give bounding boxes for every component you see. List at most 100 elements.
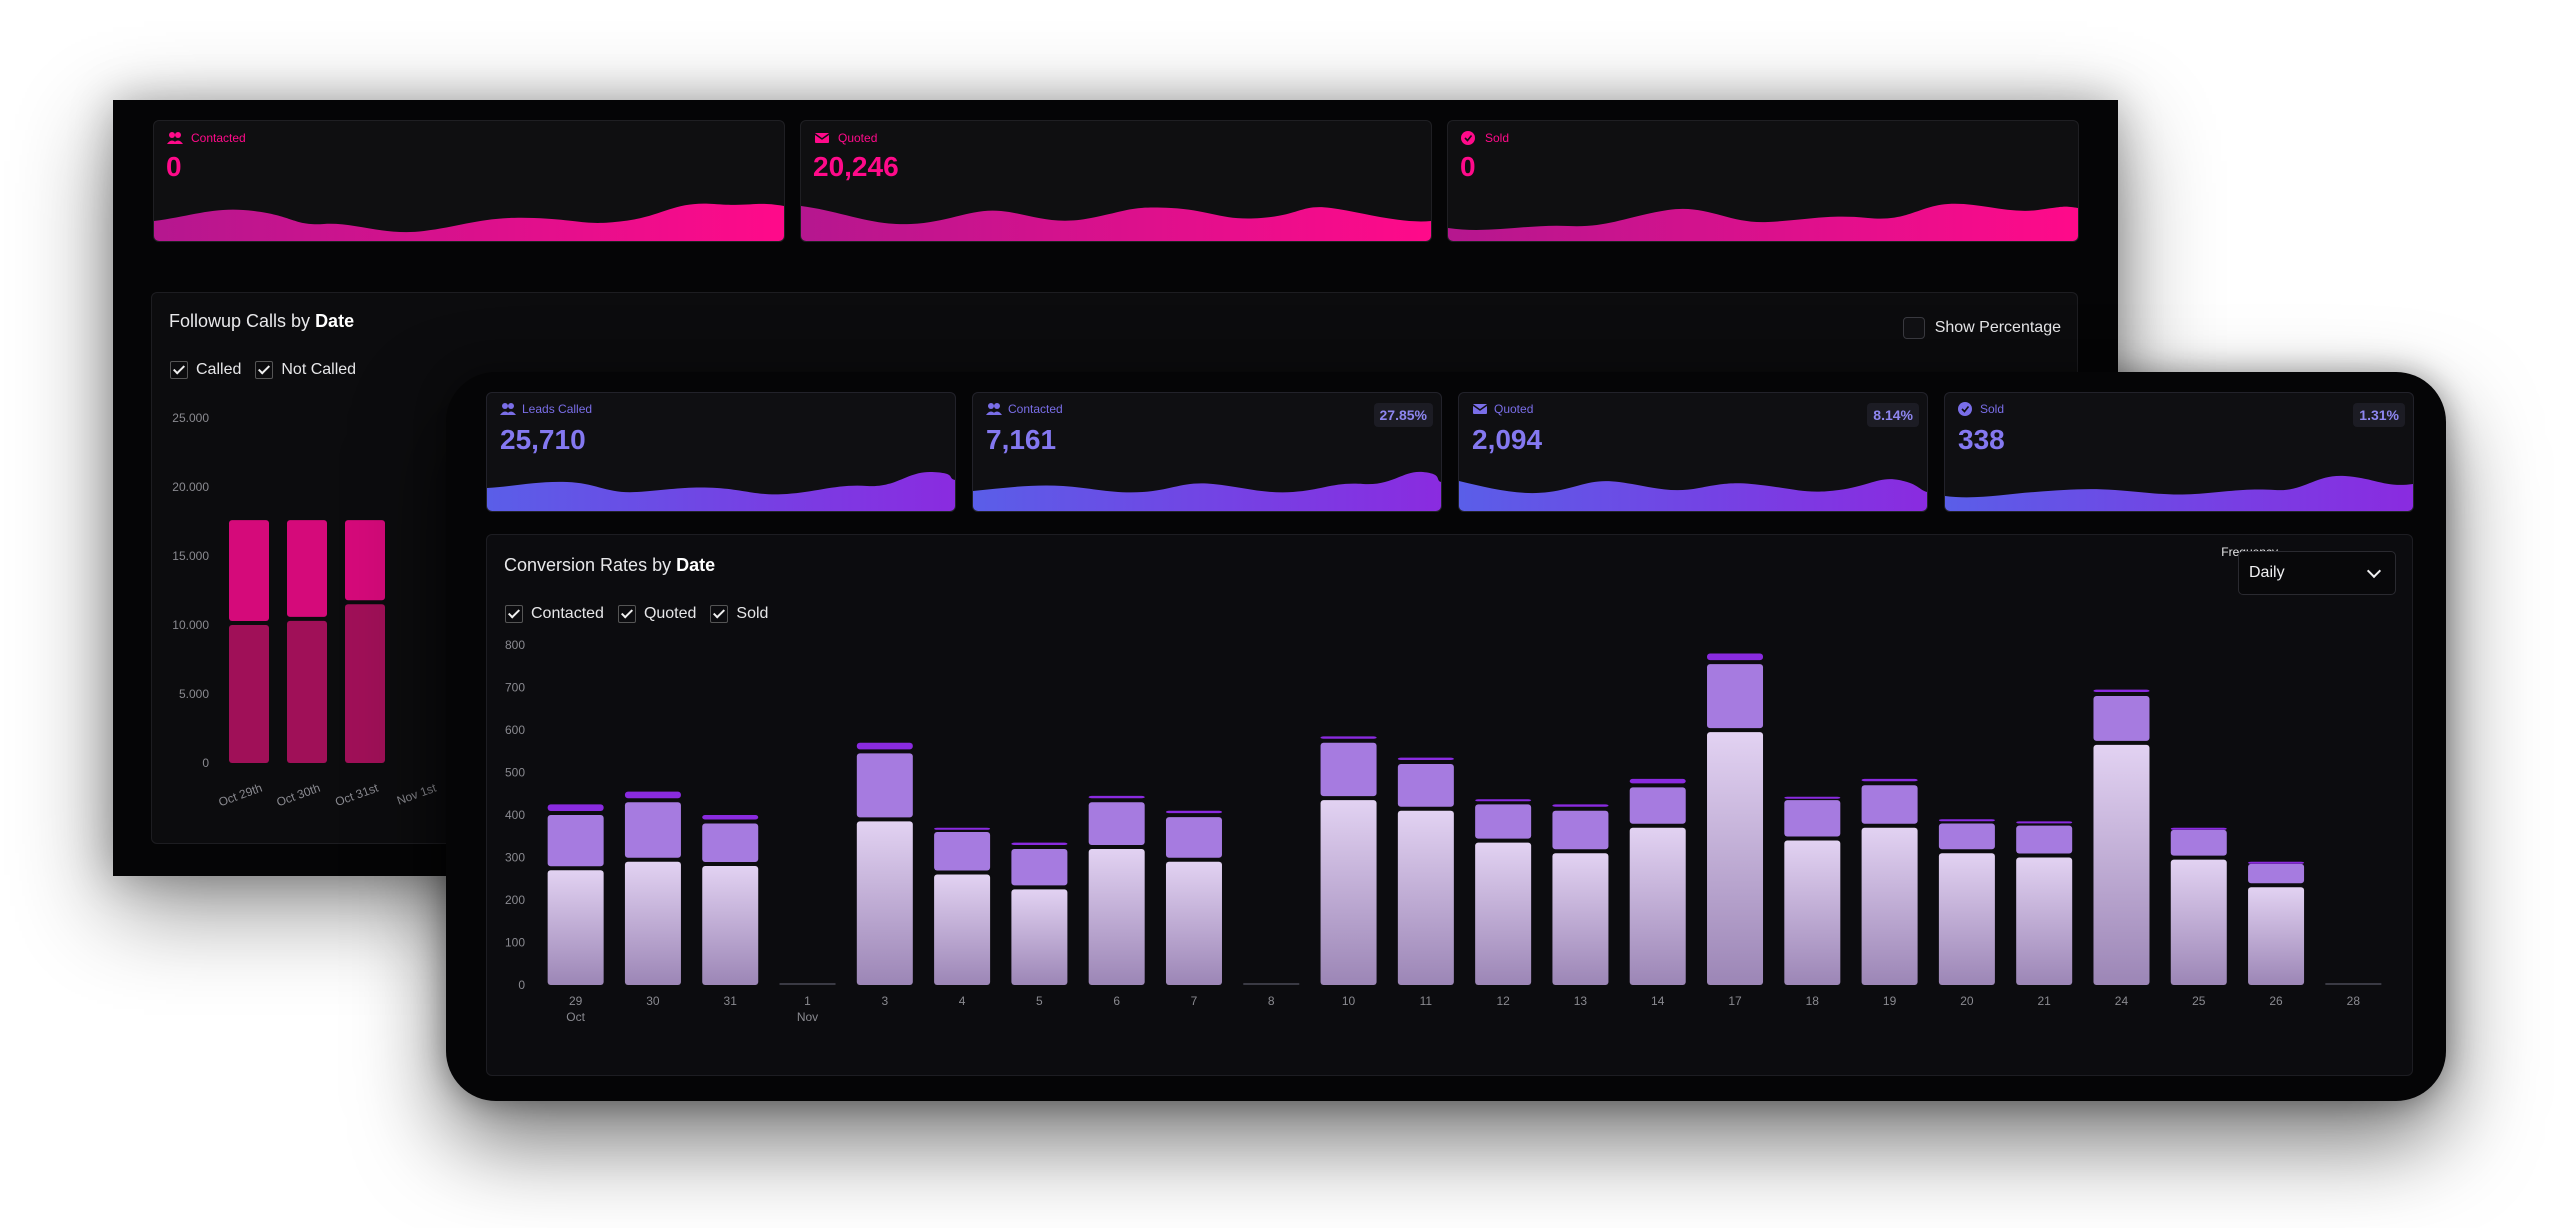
bar-sold[interactable] xyxy=(1938,819,1995,822)
bar-not-called[interactable] xyxy=(345,520,385,601)
bar-sold[interactable] xyxy=(1011,842,1068,845)
bar-not-called[interactable] xyxy=(229,520,269,621)
y-tick-label: 25.000 xyxy=(172,411,209,425)
bar-contacted[interactable] xyxy=(624,861,681,985)
bar-sold[interactable] xyxy=(1552,804,1609,807)
bar-quoted[interactable] xyxy=(1320,742,1377,797)
card-value: 338 xyxy=(1958,424,2005,455)
bar-quoted[interactable] xyxy=(1397,764,1454,807)
bar-contacted[interactable] xyxy=(547,870,604,985)
bar-quoted[interactable] xyxy=(1707,664,1764,729)
bar-sold[interactable] xyxy=(1165,810,1222,814)
bar-contacted[interactable] xyxy=(702,866,759,985)
x-tick-label: 14 xyxy=(1651,994,1665,1008)
bar-sold[interactable] xyxy=(1475,799,1532,802)
bar-quoted[interactable] xyxy=(624,802,681,858)
bar-sold[interactable] xyxy=(2248,861,2305,864)
bar-sold[interactable] xyxy=(1629,778,1686,784)
bar-quoted[interactable] xyxy=(2170,829,2227,856)
bar-contacted[interactable] xyxy=(1707,732,1764,985)
bar-contacted[interactable] xyxy=(1861,827,1918,985)
bar-called[interactable] xyxy=(345,604,385,763)
sparkline xyxy=(973,471,1441,511)
bar-contacted[interactable] xyxy=(1011,889,1068,985)
card-label: Quoted xyxy=(838,131,878,145)
bar-quoted[interactable] xyxy=(1861,785,1918,824)
bar-quoted[interactable] xyxy=(1784,800,1841,837)
bar-contacted[interactable] xyxy=(2093,744,2150,985)
bar-quoted[interactable] xyxy=(1165,817,1222,858)
bar-sold[interactable] xyxy=(1397,757,1454,760)
frequency-value: Daily xyxy=(2249,564,2285,581)
bar-contacted[interactable] xyxy=(1784,840,1841,986)
bar-contacted[interactable] xyxy=(856,821,913,985)
bar-sold[interactable] xyxy=(547,804,604,811)
bar-quoted[interactable] xyxy=(2248,863,2305,884)
bar-quoted[interactable] xyxy=(1011,849,1068,886)
bar-quoted[interactable] xyxy=(2016,825,2073,854)
bar-contacted[interactable] xyxy=(1320,800,1377,985)
bar-sold[interactable] xyxy=(624,791,681,799)
users-icon xyxy=(986,403,1002,415)
card-value: 25,710 xyxy=(500,424,586,455)
frequency-select[interactable]: Daily xyxy=(2238,551,2396,595)
x-tick-label: 3 xyxy=(881,994,888,1008)
bar-quoted[interactable] xyxy=(1552,810,1609,850)
bar-quoted[interactable] xyxy=(1629,787,1686,824)
bar-sold[interactable] xyxy=(934,827,991,830)
legend-sold[interactable]: Sold xyxy=(710,605,768,623)
bar-sold[interactable] xyxy=(2093,689,2150,692)
bar-sold[interactable] xyxy=(702,815,759,820)
check-icon xyxy=(617,605,636,623)
show-percentage-checkbox[interactable] xyxy=(1902,317,1925,339)
bar-called[interactable] xyxy=(229,625,269,763)
x-tick-label: Nov 1st xyxy=(395,780,439,807)
bar-sold[interactable] xyxy=(856,742,913,750)
bar-contacted[interactable] xyxy=(2016,857,2073,986)
legend-not-called[interactable]: Not Called xyxy=(255,361,356,379)
bar-sold[interactable] xyxy=(1861,778,1918,782)
bar-contacted[interactable] xyxy=(1938,853,1995,985)
bar-sold[interactable] xyxy=(2016,821,2073,824)
bar-quoted[interactable] xyxy=(856,753,913,818)
bar-sold[interactable] xyxy=(1707,653,1764,661)
bar-contacted[interactable] xyxy=(1088,849,1145,985)
x-tick-label: 29 xyxy=(569,994,583,1008)
legend-called[interactable]: Called xyxy=(170,361,241,379)
users-icon xyxy=(167,132,183,144)
conversion-percent-badge: 27.85% xyxy=(1373,403,1433,427)
bar-quoted[interactable] xyxy=(934,832,991,871)
bar-contacted[interactable] xyxy=(2248,887,2305,985)
bar-quoted[interactable] xyxy=(2093,696,2150,741)
bar-contacted[interactable] xyxy=(934,874,991,986)
bar-quoted[interactable] xyxy=(1088,802,1145,845)
bar-contacted[interactable] xyxy=(2170,859,2227,985)
bar-contacted[interactable] xyxy=(1475,842,1532,985)
bar-sold[interactable] xyxy=(1088,795,1145,799)
x-tick-label: 17 xyxy=(1728,994,1742,1008)
x-tick-label: 18 xyxy=(1806,994,1820,1008)
bar-called[interactable] xyxy=(287,620,327,763)
show-percentage-toggle[interactable]: Show Percentage xyxy=(1902,317,2061,339)
bar-quoted[interactable] xyxy=(1475,804,1532,839)
bar-not-called[interactable] xyxy=(287,520,327,617)
x-tick-label: Oct 30th xyxy=(275,781,322,810)
bar-contacted[interactable] xyxy=(1629,827,1686,985)
x-tick-label: 24 xyxy=(2115,994,2129,1008)
bar-sold[interactable] xyxy=(1320,736,1377,739)
bar-sold[interactable] xyxy=(2170,827,2227,830)
bar-contacted[interactable] xyxy=(1397,810,1454,985)
legend-quoted[interactable]: Quoted xyxy=(617,605,696,623)
bar-quoted[interactable] xyxy=(1938,823,1995,850)
quoted-card: Quoted 20,246 xyxy=(800,120,1432,242)
bar-quoted[interactable] xyxy=(702,823,759,863)
bar-contacted[interactable] xyxy=(1165,861,1222,985)
bar-quoted[interactable] xyxy=(547,815,604,867)
x-tick-label: 26 xyxy=(2269,994,2283,1008)
legend-contacted[interactable]: Contacted xyxy=(505,605,604,623)
x-tick-label: 25 xyxy=(2192,994,2206,1008)
bar-sold[interactable] xyxy=(1784,796,1841,799)
bar-contacted[interactable] xyxy=(1552,853,1609,985)
card-label: Sold xyxy=(1485,131,1510,145)
x-tick-label: Oct 31st xyxy=(333,780,380,809)
